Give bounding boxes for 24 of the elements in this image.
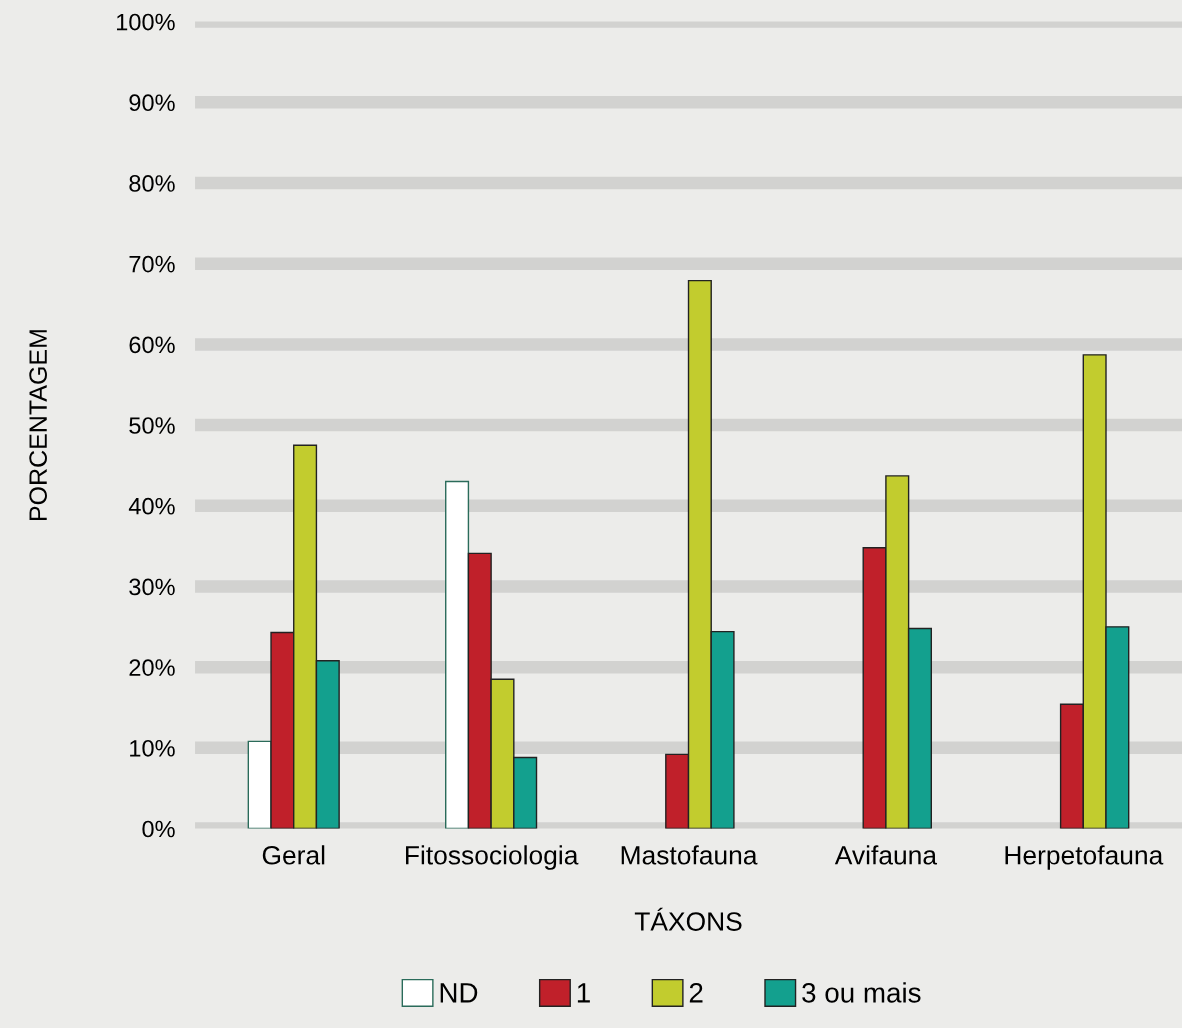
x-tick-label: Fitossociologia (406, 845, 579, 870)
x-tick-label: Mastofauna (621, 845, 758, 865)
legend-label: 2 (689, 982, 703, 1003)
x-tick-label: Geral (262, 845, 325, 865)
y-tick-label: 10% (130, 739, 175, 757)
y-tick-label: 30% (129, 578, 175, 596)
y-tick-label: 80% (129, 175, 175, 192)
x-tick-label: Herpetofauna (1005, 845, 1164, 870)
y-tick-label: 0% (142, 820, 175, 838)
y-tick-label: 70% (129, 255, 175, 273)
y-tick-label: 60% (129, 336, 175, 354)
legend-label: 3 ou mais (802, 982, 921, 1003)
legend-label: ND (440, 983, 478, 1003)
x-tick-label: Avifauna (834, 845, 938, 865)
y-tick-label: 50% (129, 417, 175, 434)
legend-label: 1 (577, 983, 590, 1003)
y-tick-label: 40% (128, 497, 175, 515)
x-axis-title: TÁXONS (634, 907, 742, 931)
y-axis-title: PORCENTAGEM (29, 330, 47, 521)
y-tick-label: 100% (117, 13, 175, 31)
y-tick-label: 90% (129, 94, 175, 112)
bar (445, 480, 470, 829)
bar (247, 740, 272, 829)
y-tick-label: 20% (129, 659, 175, 676)
